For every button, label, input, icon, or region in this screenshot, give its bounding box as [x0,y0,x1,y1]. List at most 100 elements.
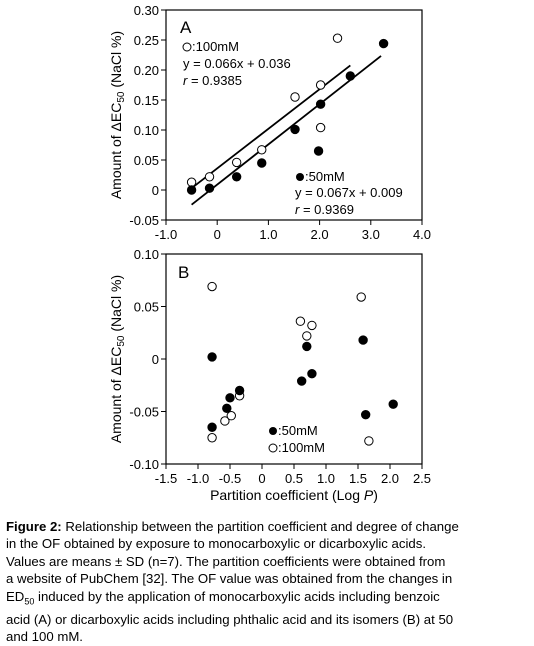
panel-a-legend-100mm: :100mM y = 0.066x + 0.036 r = 0.9385 [182,39,291,88]
data-point-100mm [226,411,236,421]
data-point-50mm [296,376,307,386]
equation-50mm: y = 0.067x + 0.009 [295,185,403,200]
y-tick-label: 0 [152,183,159,198]
data-point-50mm [360,409,371,420]
data-point-100mm [307,320,317,331]
caption-line: in the OF obtained by exposure to monoca… [6,536,427,552]
data-point-50mm [207,352,217,362]
panel-a-ticks: -1.0 0 1.0 2.0 3.0 4.0 -0.05 0 0.05 0.10 0.15 0.20 0… [129,3,431,242]
data-point-100mm [364,436,374,446]
panel-b-legend: :50mM :100mM [268,423,325,455]
data-point-50mm [345,71,356,81]
data-point-50mm [186,185,197,195]
panel-b-y-axis-label: Amount of ΔEC50 (NaCl %) [108,275,127,443]
figure-caption: Figure 2: Relationship between the parti… [6,518,530,645]
r-value-100mm: r = 0.9385 [183,73,242,88]
caption-text: Relationship between the partition coeff… [61,519,459,534]
x-tick-label: 1.5 [349,471,367,486]
x-tick-label: -1.5 [155,471,177,486]
equation-100mm: y = 0.066x + 0.036 [183,56,291,71]
data-point-50mm [302,341,312,352]
data-point-50mm [358,335,368,345]
data-point-50mm [222,403,232,414]
data-point-50mm [257,158,267,168]
y-tick-label: 0.10 [134,123,159,138]
data-point-50mm [290,124,300,135]
data-point-100mm [315,80,326,90]
x-tick-label: 0.5 [285,471,303,486]
y-tick-label: 0.05 [134,300,159,315]
y-tick-label: 0.15 [134,93,159,108]
x-tick-label: 2.5 [413,471,431,486]
x-tick-label: 3.0 [362,227,380,242]
caption-line: ED50 induced by the application of monoc… [6,588,440,607]
panel-a-label: A [180,18,192,37]
y-tick-label: -0.05 [129,405,159,420]
legend-100mm-label: :100mM [278,440,325,455]
y-tick-label: -0.10 [129,457,159,472]
data-point-50mm [378,38,389,49]
y-tick-label: 0.05 [134,153,159,168]
data-point-100mm [356,292,366,302]
x-tick-label: 0 [258,471,265,486]
data-point-50mm [315,99,326,109]
caption-line: Figure 2: Relationship between the parti… [6,518,530,535]
x-tick-label: -1.0 [155,227,177,242]
r-value-50mm: r = 0.9369 [295,202,354,217]
panel-b-points [207,281,398,446]
y-tick-label: 0 [152,352,159,367]
data-point-50mm [204,183,215,193]
panel-b-chart: -1.5 -1.0 -0.5 0 0.5 1.0 1.5 2.0 2.5 -0.10 -0.05 0 0… [108,247,431,503]
legend-open-circle-icon [182,42,192,52]
data-point-100mm [220,416,230,426]
data-point-100mm [290,92,300,102]
x-tick-label: -1.0 [187,471,209,486]
x-tick-label: 0 [214,227,221,242]
panel-b-ticks: -1.5 -1.0 -0.5 0 0.5 1.0 1.5 2.0 2.5 -0.10 -0.05 0 0… [129,247,431,486]
data-point-100mm [204,172,215,182]
data-point-100mm [302,331,312,341]
y-tick-label: 0.10 [134,247,159,262]
data-point-100mm [315,122,326,133]
legend-open-circle-icon [268,443,278,453]
data-point-50mm [207,422,217,432]
panel-a-chart: -1.0 0 1.0 2.0 3.0 4.0 -0.05 0 0.05 0.10 0.15 0.20 0… [108,3,431,242]
data-point-100mm [207,433,217,443]
data-point-50mm [313,146,324,156]
data-point-100mm [295,316,306,326]
x-tick-label: 4.0 [413,227,431,242]
caption-line: Values are means ± SD (n=7). The partiti… [6,553,446,569]
data-point-50mm [225,393,235,403]
y-tick-label: 0.25 [134,33,159,48]
x-tick-label: 2.0 [311,227,329,242]
data-point-100mm [186,177,197,187]
data-point-100mm [231,157,242,168]
x-tick-label: 2.0 [381,471,399,486]
panel-a-frame [165,9,423,221]
panel-b-x-axis-label: Partition coefficient (Log P) [210,487,378,503]
figure-2-charts: -1.0 0 1.0 2.0 3.0 4.0 -0.05 0 0.05 0.10 0.15 0.20 0… [108,3,431,503]
panel-b-label: B [178,263,189,282]
caption-lead: Figure 2: [6,519,62,534]
legend-filled-circle-icon [269,427,277,435]
x-tick-label: 1.0 [259,227,277,242]
panel-a-y-axis-label: Amount of ΔEC50 (NaCl %) [108,31,127,199]
caption-line: and 100 mM. [6,629,83,645]
legend-100mm-label: :100mM [192,39,239,54]
regression-line-50mm [191,55,382,206]
data-point-100mm [207,281,217,292]
y-tick-label: -0.05 [129,213,159,228]
legend-50mm-label: :50mM [278,423,318,438]
legend-filled-circle-icon [296,173,304,181]
panel-a-legend-50mm: :50mM y = 0.067x + 0.009 r = 0.9369 [295,169,403,217]
data-point-50mm [231,172,242,182]
panel-a-points [186,33,389,195]
data-point-100mm [257,145,267,155]
y-tick-label: 0.30 [134,3,159,18]
x-tick-label: -0.5 [219,471,241,486]
data-point-50mm [307,369,317,379]
data-point-100mm [332,33,343,43]
data-point-50mm [234,385,245,396]
y-tick-label: 0.20 [134,63,159,78]
caption-line: acid (A) or dicarboxylic acids including… [6,611,454,627]
